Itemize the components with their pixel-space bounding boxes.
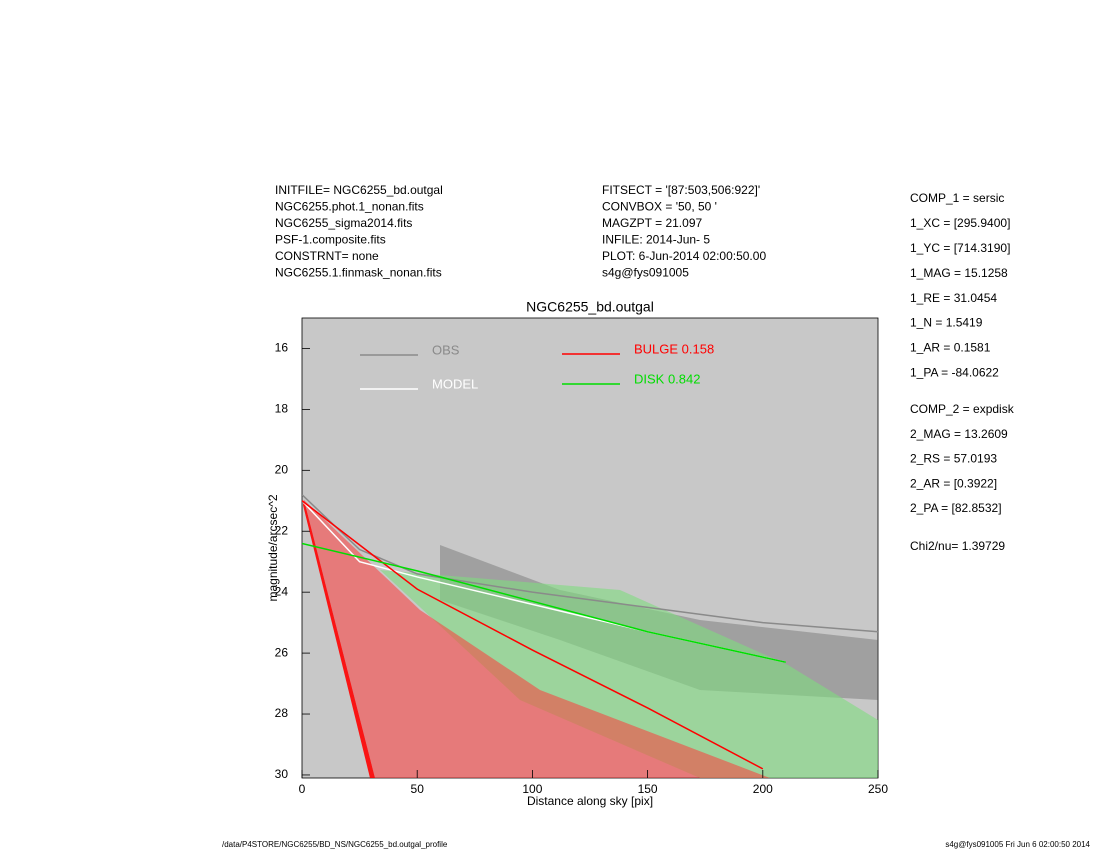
x-tick-label: 0 — [299, 782, 306, 796]
series-line — [302, 542, 787, 663]
param-line: 1_YC = [714.3190] — [910, 241, 1010, 255]
param-line: 2_MAG = 13.2609 — [910, 427, 1008, 441]
x-axis-label: Distance along sky [pix] — [527, 794, 653, 808]
header-left-line: PSF-1.composite.fits — [275, 233, 386, 247]
legend-label: DISK 0.842 — [634, 371, 701, 386]
param-line: 1_N = 1.5419 — [910, 316, 983, 330]
x-tick-label: 150 — [638, 782, 658, 796]
param-line: 2_RS = 57.0193 — [910, 452, 997, 466]
param-line: 1_XC = [295.9400] — [910, 216, 1010, 230]
footer-right: s4g@fys091005 Fri Jun 6 02:00:50 2014 — [945, 840, 1090, 849]
header-mid-line: CONVBOX = '50, 50 ' — [602, 200, 717, 214]
legend-label: BULGE 0.158 — [634, 341, 714, 356]
y-tick-label: 28 — [275, 706, 289, 720]
header-left-line: NGC6255.phot.1_nonan.fits — [275, 200, 424, 214]
header-mid-line: INFILE: 2014-Jun- 5 — [602, 233, 710, 247]
param-line: COMP_2 = expdisk — [910, 402, 1015, 416]
header-left-line: NGC6255.1.finmask_nonan.fits — [275, 266, 442, 280]
header-mid-line: PLOT: 6-Jun-2014 02:00:50.00 — [602, 249, 766, 263]
param-line: COMP_1 = sersic — [910, 191, 1004, 205]
y-tick-label: 26 — [275, 645, 289, 659]
series-line — [302, 494, 878, 633]
footer-left: /data/P4STORE/NGC6255/BD_NS/NGC6255_bd.o… — [222, 840, 448, 849]
header-left-line: INITFILE= NGC6255_bd.outgal — [275, 183, 443, 197]
y-tick-label: 24 — [275, 584, 289, 598]
legend-label: MODEL — [432, 376, 478, 391]
param-line: 1_MAG = 15.1258 — [910, 266, 1008, 280]
header-mid-line: FITSECT = '[87:503,506:922]' — [602, 183, 760, 197]
y-axis-label: magnitude/arcsec^2 — [266, 494, 280, 601]
header-mid-line: s4g@fys091005 — [602, 266, 689, 280]
param-line: 2_PA = [82.8532] — [910, 501, 1002, 515]
param-line: 1_RE = 31.0454 — [910, 291, 997, 305]
header-left-line: NGC6255_sigma2014.fits — [275, 216, 412, 230]
series-line — [302, 500, 764, 770]
y-tick-label: 18 — [275, 402, 289, 416]
param-line: 1_AR = 0.1581 — [910, 341, 991, 355]
header-left-line: CONSTRNT= none — [275, 249, 379, 263]
x-tick-label: 200 — [753, 782, 773, 796]
x-tick-label: 250 — [868, 782, 888, 796]
chi2: Chi2/nu= 1.39729 — [910, 539, 1005, 553]
param-line: 1_PA = -84.0622 — [910, 365, 999, 379]
x-tick-label: 100 — [522, 782, 542, 796]
bulge-edge — [303, 500, 375, 778]
series-lines — [302, 494, 878, 770]
chart-title: NGC6255_bd.outgal — [526, 299, 654, 315]
y-tick-label: 30 — [275, 767, 289, 781]
y-tick-label: 16 — [275, 341, 289, 355]
disk-cloud — [380, 570, 878, 778]
header-mid-line: MAGZPT = 21.097 — [602, 216, 702, 230]
point-clouds — [303, 500, 878, 778]
x-tick-label: 50 — [411, 782, 425, 796]
param-line: 2_AR = [0.3922] — [910, 476, 997, 490]
y-tick-label: 22 — [275, 523, 289, 537]
y-tick-label: 20 — [275, 462, 289, 476]
bulge-fan — [304, 500, 770, 778]
legend-label: OBS — [432, 342, 460, 357]
